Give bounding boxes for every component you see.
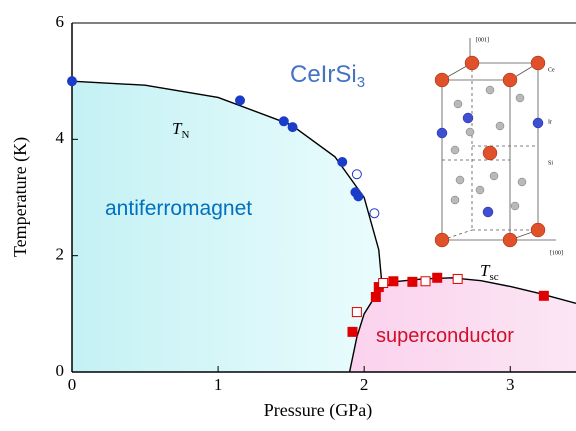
annotation-text: antiferromagnet bbox=[105, 197, 252, 220]
data-point bbox=[539, 291, 548, 300]
tsc-label: Tsc bbox=[480, 261, 499, 283]
data-point bbox=[421, 277, 430, 286]
data-point bbox=[352, 170, 361, 179]
chart: 01230246CeIrSi3TNTscantiferromagnetsuper… bbox=[0, 0, 576, 431]
data-point bbox=[352, 308, 361, 317]
crystal-inset: [001] Ce Ir Si [100] bbox=[428, 28, 574, 264]
compound-label: CeIrSi3 bbox=[290, 61, 365, 91]
data-point bbox=[371, 292, 380, 301]
annotation-subscript: 3 bbox=[357, 74, 365, 91]
afm-label: antiferromagnet bbox=[105, 197, 252, 220]
inset-background bbox=[428, 28, 574, 264]
data-point bbox=[348, 327, 357, 336]
inset-label: Ir bbox=[548, 119, 552, 125]
data-point bbox=[379, 279, 388, 288]
inset-label: [001] bbox=[476, 37, 489, 43]
annotation-text: CeIrSi bbox=[290, 61, 357, 88]
inset-label: [100] bbox=[550, 250, 563, 256]
data-point bbox=[279, 117, 288, 126]
y-tick-label: 4 bbox=[56, 128, 65, 147]
annotation-subscript: N bbox=[181, 129, 189, 141]
x-tick-label: 0 bbox=[68, 375, 77, 394]
annotation-text: superconductor bbox=[376, 325, 514, 347]
y-axis-label: Temperature (K) bbox=[10, 137, 31, 257]
data-point bbox=[408, 277, 417, 286]
annotation-subscript: sc bbox=[489, 271, 498, 283]
x-tick-label: 3 bbox=[506, 375, 515, 394]
x-tick-label: 2 bbox=[360, 375, 369, 394]
y-tick-label: 6 bbox=[56, 12, 65, 31]
inset-label: Si bbox=[548, 160, 553, 166]
inset-label: Ce bbox=[548, 67, 555, 73]
data-point bbox=[68, 77, 77, 86]
page: {"chart_data": { "type": "scatter", "x_l… bbox=[0, 0, 576, 431]
sc-label: superconductor bbox=[376, 325, 514, 347]
x-tick-label: 1 bbox=[214, 375, 223, 394]
afm-region bbox=[72, 81, 382, 372]
data-point bbox=[370, 209, 379, 218]
x-axis-label: Pressure (GPa) bbox=[264, 400, 372, 421]
data-point bbox=[338, 158, 347, 167]
data-point bbox=[354, 192, 363, 201]
data-point bbox=[288, 123, 297, 132]
y-tick-label: 0 bbox=[56, 361, 65, 380]
data-point bbox=[453, 274, 462, 283]
data-point bbox=[433, 273, 442, 282]
data-point bbox=[236, 96, 245, 105]
y-tick-label: 2 bbox=[56, 245, 65, 264]
data-point bbox=[389, 277, 398, 286]
